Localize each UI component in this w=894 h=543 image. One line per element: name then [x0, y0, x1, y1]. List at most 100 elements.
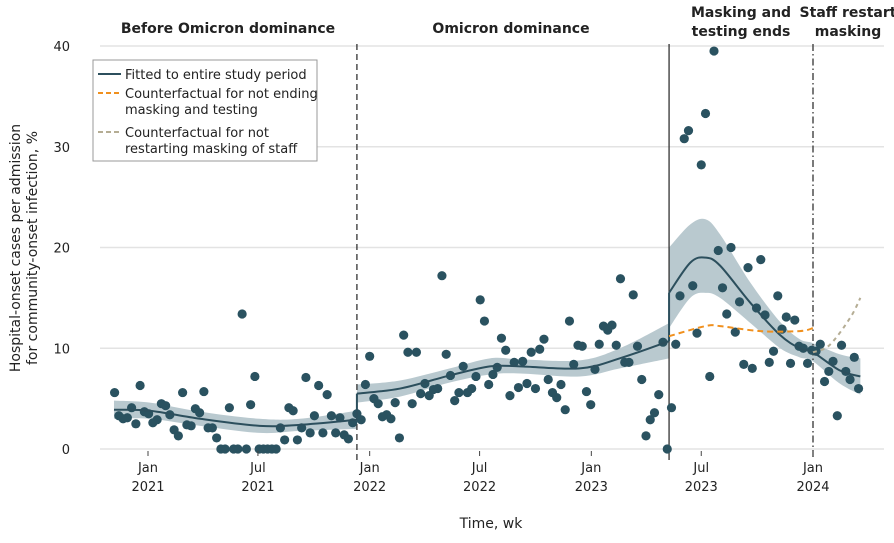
data-point: [322, 389, 332, 400]
data-point: [581, 386, 592, 397]
period-label: testing ends: [692, 24, 791, 40]
legend-label-counterfactual-staff-2: restarting masking of staff: [125, 142, 298, 157]
data-point: [492, 362, 502, 372]
data-point: [407, 399, 417, 409]
x-axis-label: Time, wk: [459, 516, 524, 532]
data-point: [467, 383, 477, 394]
data-point: [433, 383, 443, 394]
data-point: [518, 356, 528, 366]
data-point: [246, 400, 256, 410]
data-point: [709, 46, 719, 56]
data-point: [764, 357, 774, 367]
x-tick-label-month: Jul: [692, 461, 709, 476]
data-point: [122, 413, 132, 423]
data-point: [662, 444, 672, 454]
data-point: [309, 411, 320, 421]
data-point: [768, 346, 779, 356]
data-point: [539, 334, 549, 344]
data-point: [832, 411, 842, 421]
data-point: [403, 347, 413, 357]
data-point: [705, 371, 715, 382]
data-point: [275, 423, 285, 433]
data-point: [586, 400, 596, 410]
y-tick-label: 40: [53, 40, 70, 55]
x-tick-label-month: Jan: [137, 461, 158, 476]
data-point: [666, 403, 677, 413]
data-point: [318, 428, 328, 438]
data-point: [611, 340, 621, 350]
x-tick-label-month: Jan: [802, 461, 823, 476]
data-point: [824, 366, 834, 377]
data-point: [360, 379, 371, 390]
data-point: [220, 444, 230, 454]
y-tick-labels: 0 10 20 30 40: [53, 40, 70, 458]
data-point: [224, 403, 234, 413]
data-point: [696, 160, 706, 170]
data-point: [607, 320, 617, 330]
data-point: [526, 347, 536, 357]
data-point: [394, 433, 405, 443]
data-point: [641, 431, 651, 441]
x-tick-label-year: 2022: [353, 480, 386, 495]
data-point: [569, 359, 579, 369]
data-point: [552, 393, 562, 403]
fitted-line: [668, 256, 861, 378]
data-point: [628, 290, 638, 300]
breakpoint-lines: [356, 44, 814, 460]
data-point: [717, 283, 728, 293]
data-point: [199, 386, 209, 397]
x-tick-label-month: Jan: [359, 461, 380, 476]
period-label: Staff restart: [800, 5, 894, 21]
y-axis-label-line1: Hospital-onset cases per admission: [8, 124, 24, 372]
data-point: [853, 383, 864, 394]
data-point: [577, 341, 587, 351]
data-point: [135, 380, 145, 391]
data-point: [292, 435, 302, 445]
data-point: [683, 126, 694, 136]
data-point: [356, 415, 366, 425]
data-point: [131, 419, 141, 429]
data-point: [237, 309, 247, 319]
data-point: [671, 339, 681, 349]
data-point: [845, 374, 855, 385]
data-point: [458, 361, 468, 371]
counterfactual-staff-line: [812, 297, 862, 354]
data-point: [790, 315, 800, 325]
data-point: [335, 413, 345, 423]
data-point: [692, 328, 702, 338]
data-point: [454, 387, 464, 398]
data-point: [637, 374, 647, 385]
data-point: [416, 388, 426, 399]
data-point: [781, 312, 791, 322]
data-point: [726, 242, 736, 253]
data-point: [471, 371, 481, 382]
data-point: [496, 333, 507, 343]
data-point: [288, 406, 298, 416]
data-point: [751, 303, 762, 313]
data-point: [756, 254, 766, 265]
period-label: Masking and: [691, 5, 791, 21]
y-tick-label: 0: [62, 443, 70, 458]
data-point: [688, 281, 698, 291]
data-point: [109, 387, 120, 398]
legend-label-counterfactual-masking-testing-1: Counterfactual for not ending: [125, 87, 318, 102]
y-tick-label: 20: [53, 242, 70, 257]
data-point: [390, 398, 400, 408]
data-point: [441, 349, 451, 359]
data-point: [734, 297, 745, 307]
x-tick-label-year: 2022: [463, 480, 496, 495]
data-point: [152, 415, 162, 425]
data-point: [450, 396, 460, 406]
legend: Fitted to entire study period Counterfac…: [92, 59, 318, 162]
data-point: [437, 271, 447, 281]
data-point: [271, 444, 281, 454]
data-point: [530, 383, 541, 394]
data-point: [178, 387, 188, 398]
counterfactual-masking-testing-line: [668, 324, 814, 338]
data-point: [785, 358, 796, 368]
data-point: [207, 423, 217, 433]
data-point: [331, 428, 341, 438]
period-label: Before Omicron dominance: [121, 21, 335, 37]
data-point: [399, 330, 409, 340]
